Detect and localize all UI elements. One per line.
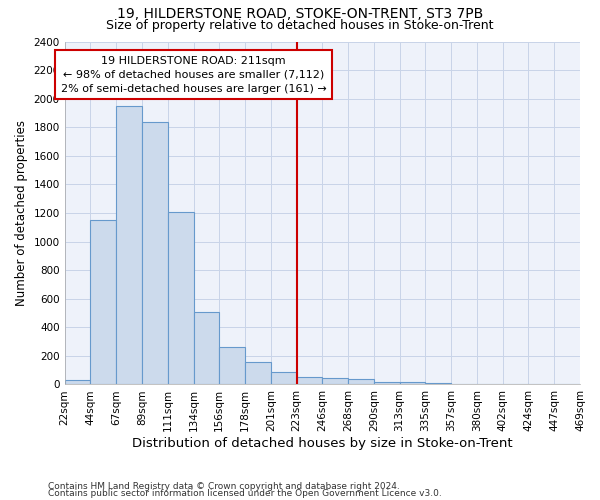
Bar: [91, 220, 116, 384]
Text: 19, HILDERSTONE ROAD, STOKE-ON-TRENT, ST3 7PB: 19, HILDERSTONE ROAD, STOKE-ON-TRENT, ST…: [117, 8, 483, 22]
Text: 19 HILDERSTONE ROAD: 211sqm
← 98% of detached houses are smaller (7,112)
2% of s: 19 HILDERSTONE ROAD: 211sqm ← 98% of det…: [61, 56, 326, 94]
Bar: [65, 380, 91, 384]
Y-axis label: Number of detached properties: Number of detached properties: [15, 120, 28, 306]
Bar: [296, 376, 322, 384]
Bar: [219, 346, 245, 385]
Bar: [168, 212, 193, 384]
Bar: [193, 312, 219, 384]
Bar: [348, 378, 374, 384]
X-axis label: Distribution of detached houses by size in Stoke-on-Trent: Distribution of detached houses by size …: [132, 437, 512, 450]
Bar: [116, 106, 142, 384]
Bar: [245, 362, 271, 384]
Text: Contains HM Land Registry data © Crown copyright and database right 2024.: Contains HM Land Registry data © Crown c…: [48, 482, 400, 491]
Bar: [142, 122, 168, 384]
Bar: [322, 378, 348, 384]
Bar: [400, 382, 425, 384]
Bar: [425, 383, 451, 384]
Bar: [374, 382, 400, 384]
Text: Size of property relative to detached houses in Stoke-on-Trent: Size of property relative to detached ho…: [106, 19, 494, 32]
Text: Contains public sector information licensed under the Open Government Licence v3: Contains public sector information licen…: [48, 489, 442, 498]
Bar: [271, 372, 296, 384]
